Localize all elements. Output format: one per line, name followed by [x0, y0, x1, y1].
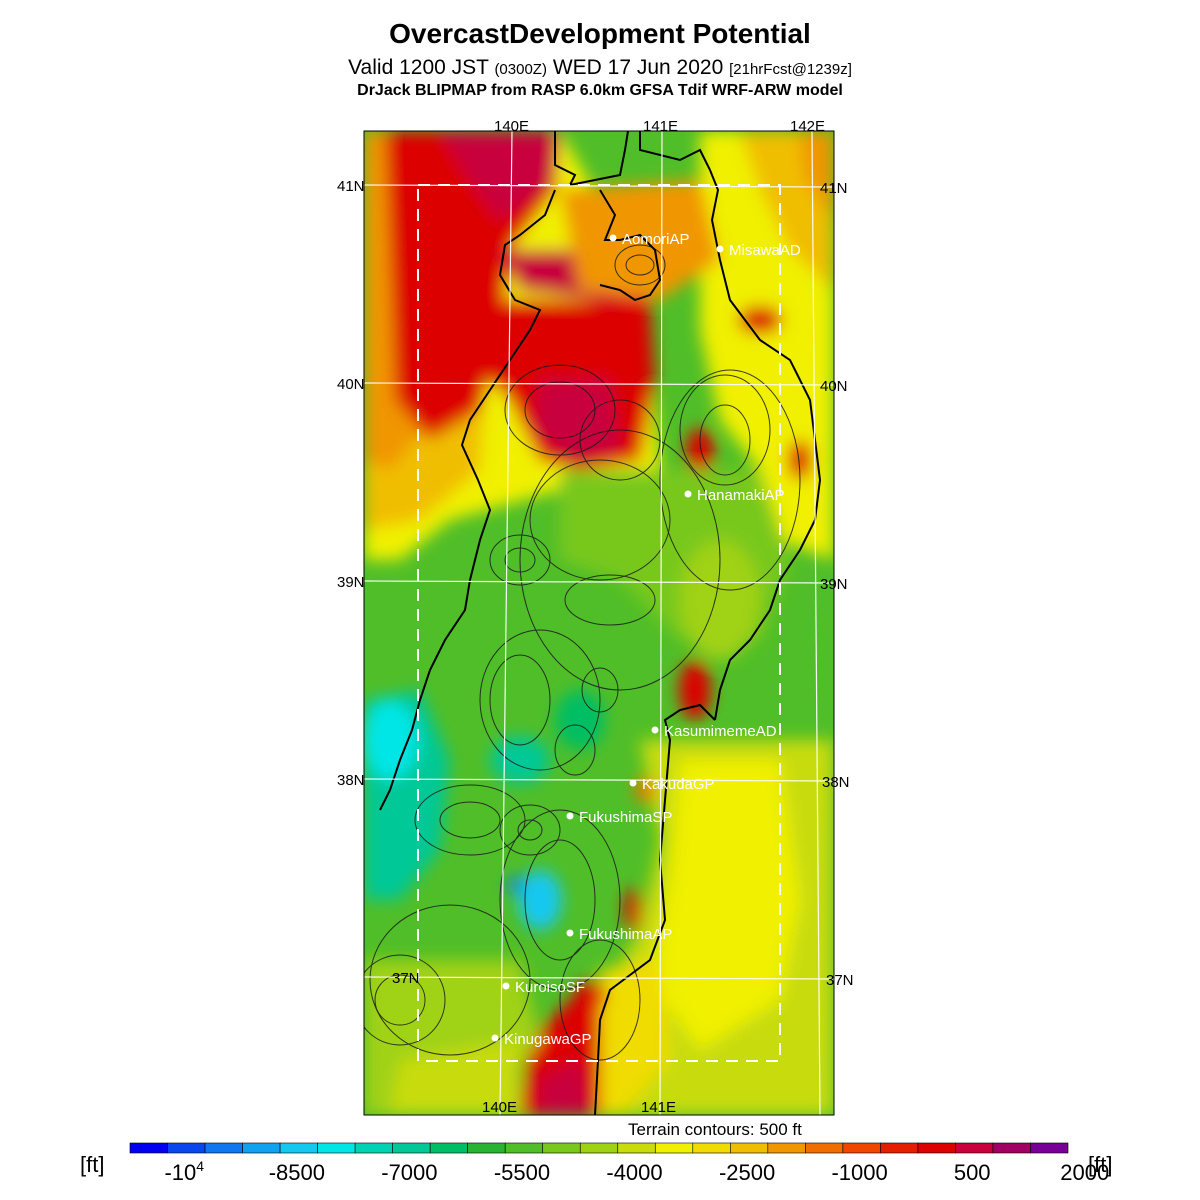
lat-label: 41N: [820, 180, 848, 197]
colorbar-swatch: [654, 1142, 694, 1154]
colorbar-swatch: [767, 1142, 806, 1154]
station-label: MisawaAD: [729, 242, 801, 259]
map-field: AomoriAP MisawaAD HanamakiAP KasumimemeA…: [364, 131, 834, 1115]
colorbar-unit-left: [ft]: [80, 1152, 105, 1177]
colorbar-labels: -104 -8500 -7000 -5500 -4000 -2500 -1000 500 200…: [164, 1158, 1109, 1185]
colorbar-swatch: [204, 1142, 243, 1154]
colorbar-tick-label: -1000: [831, 1160, 887, 1185]
colorbar-swatch: [542, 1142, 581, 1154]
lat-label: 41N: [337, 178, 365, 195]
colorbar-swatch: [730, 1142, 769, 1154]
station-misawa[interactable]: MisawaAD: [716, 242, 801, 259]
forecast-domain-box: [417, 184, 781, 1062]
colorbar-tick-label: -104: [164, 1158, 204, 1185]
colorbar-tick-label: -5500: [494, 1160, 550, 1185]
coastline: [379, 131, 822, 1115]
lon-label: 142E: [790, 118, 825, 135]
model-source: DrJack BLIPMAP from RASP 6.0km GFSA Tdif…: [357, 82, 843, 99]
station-label: KuroisoSF: [515, 979, 585, 996]
colorbar-swatch: [917, 1142, 956, 1154]
station-label: FukushimaSP: [579, 809, 672, 826]
valid-time: Valid 1200 JST: [348, 56, 489, 79]
colorbar-tick-label: 2000: [1060, 1160, 1109, 1185]
lon-labels-bottom: 140E 141E: [482, 1099, 676, 1116]
station-aomori[interactable]: AomoriAP: [609, 231, 690, 248]
lat-label: 40N: [820, 378, 848, 395]
lat-label: 37N: [392, 970, 420, 987]
map-frame: [363, 130, 835, 1116]
terrain-contours-note: Terrain contours: 500 ft: [628, 1120, 802, 1139]
utc-time: (0300Z): [494, 61, 547, 78]
colorbar: [129, 1142, 1069, 1154]
lon-label: 140E: [494, 118, 529, 135]
station-fukushima-ap[interactable]: FukushimaAP: [566, 926, 673, 943]
colorbar-swatch: [842, 1142, 881, 1154]
lat-label: 38N: [337, 772, 365, 789]
station-kinugawa[interactable]: KinugawaGP: [491, 1031, 592, 1048]
lon-labels-top: 140E 141E 142E: [494, 118, 825, 135]
colorbar-swatch: [617, 1142, 656, 1154]
colorbar-swatch: [1030, 1142, 1069, 1154]
colorbar-swatch: [504, 1142, 544, 1154]
colorbar-swatch: [167, 1142, 206, 1154]
colorbar-swatch: [467, 1142, 506, 1154]
colorbar-swatch: [805, 1142, 844, 1154]
forecast-info: [21hrFcst@1239z]: [729, 61, 852, 78]
stations: AomoriAP MisawaAD HanamakiAP KasumimemeA…: [491, 231, 801, 1048]
colorbar-swatch: [317, 1142, 356, 1154]
lat-label: 40N: [337, 376, 365, 393]
colorbar-unit-right: [ft]: [1088, 1152, 1113, 1177]
lat-labels-left: 41N 40N 39N 38N 37N: [337, 178, 420, 987]
lat-label: 37N: [826, 972, 854, 989]
terrain-contours: [364, 244, 801, 1061]
colorbar-tick-label: -8500: [269, 1160, 325, 1185]
station-label: KasumimemeAD: [664, 723, 777, 740]
colorbar-swatch: [955, 1142, 994, 1154]
lon-label: 141E: [643, 118, 678, 135]
station-label: FukushimaAP: [579, 926, 672, 943]
station-kuroiso[interactable]: KuroisoSF: [502, 979, 586, 996]
colorbar-tick-label: 500: [954, 1160, 991, 1185]
valid-time-subtitle: Valid 1200 JST (0300Z) WED 17 Jun 2020 […: [0, 56, 1200, 80]
colorbar-tick-label: -7000: [381, 1160, 437, 1185]
colorbar-swatch: [354, 1142, 393, 1154]
lon-label: 140E: [482, 1099, 517, 1116]
lon-label: 141E: [641, 1099, 676, 1116]
station-hanamaki[interactable]: HanamakiAP: [684, 487, 785, 504]
colorbar-tick-label: -2500: [719, 1160, 775, 1185]
colorbar-swatch: [129, 1142, 168, 1154]
station-label: HanamakiAP: [697, 487, 785, 504]
station-label: KinugawaGP: [504, 1031, 592, 1048]
colorbar-swatch: [392, 1142, 431, 1154]
colorbar-swatch: [880, 1142, 919, 1154]
station-label: AomoriAP: [622, 231, 690, 248]
lat-label: 39N: [337, 574, 365, 591]
station-kasumimeme[interactable]: KasumimemeAD: [651, 723, 777, 740]
station-kakuda[interactable]: KakudaGP: [629, 776, 715, 793]
colorbar-swatch: [279, 1142, 318, 1154]
station-fukushima-sp[interactable]: FukushimaSP: [566, 809, 673, 826]
field-regions: [364, 131, 834, 1115]
chart-title: OvercastDevelopment Potential: [389, 18, 811, 49]
lat-labels-right: 41N 40N 39N 38N 37N: [820, 180, 854, 989]
lat-label: 38N: [822, 774, 850, 791]
station-label: KakudaGP: [642, 776, 715, 793]
colorbar-swatch: [429, 1142, 468, 1154]
colorbar-swatch: [242, 1142, 281, 1154]
colorbar-tick-label: -4000: [606, 1160, 662, 1185]
colorbar-swatch: [692, 1142, 731, 1154]
valid-date: WED 17 Jun 2020: [552, 56, 724, 79]
lat-label: 39N: [820, 576, 848, 593]
colorbar-swatch: [579, 1142, 619, 1154]
colorbar-swatch: [992, 1142, 1031, 1154]
